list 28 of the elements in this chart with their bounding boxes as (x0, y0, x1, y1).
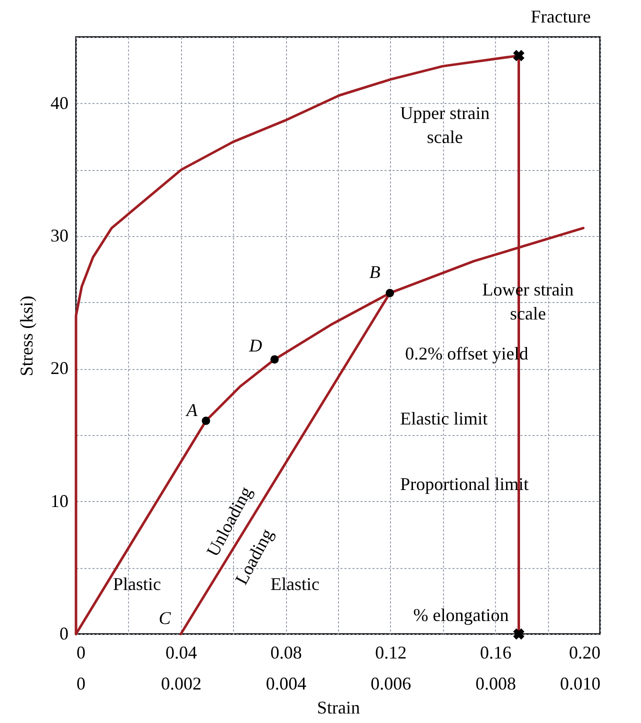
y-tick-label: 10 (50, 490, 68, 511)
annotation: Fracture (530, 6, 591, 27)
annotation: Upper strain scale (400, 102, 490, 147)
x-tick-label: 0.16 (480, 642, 512, 662)
x2-tick-label: 0 (76, 674, 86, 694)
annotation: A (185, 400, 198, 420)
x2-tick-label: 0.002 (161, 674, 202, 694)
annotation: Plastic (113, 574, 162, 594)
y-tick-label: 20 (50, 358, 68, 378)
x-tick-label: 0.20 (569, 642, 600, 662)
annotation: D (248, 335, 262, 356)
x-tick-label: 0.08 (270, 642, 302, 662)
x-tick-label: 0.12 (375, 642, 407, 662)
annotation: Elastic limit (400, 408, 488, 429)
annotation: C (158, 608, 172, 628)
y-tick-label: 40 (50, 92, 68, 113)
annotation: B (369, 262, 380, 282)
x-axis-title: Strain (317, 698, 360, 718)
y-tick-label: 30 (50, 226, 68, 246)
x-tick-label: 0 (76, 642, 86, 662)
x2-tick-label: 0.006 (370, 674, 412, 694)
y-axis-title: Stress (ksi) (16, 296, 36, 376)
x2-tick-label: 0.008 (475, 674, 516, 694)
x2-tick-label: 0.010 (560, 674, 600, 694)
x-tick-label: 0.04 (166, 642, 198, 662)
y-tick-label: 0 (60, 624, 68, 644)
annotation: % elongation (413, 605, 509, 625)
x2-tick-label: 0.004 (266, 674, 306, 694)
